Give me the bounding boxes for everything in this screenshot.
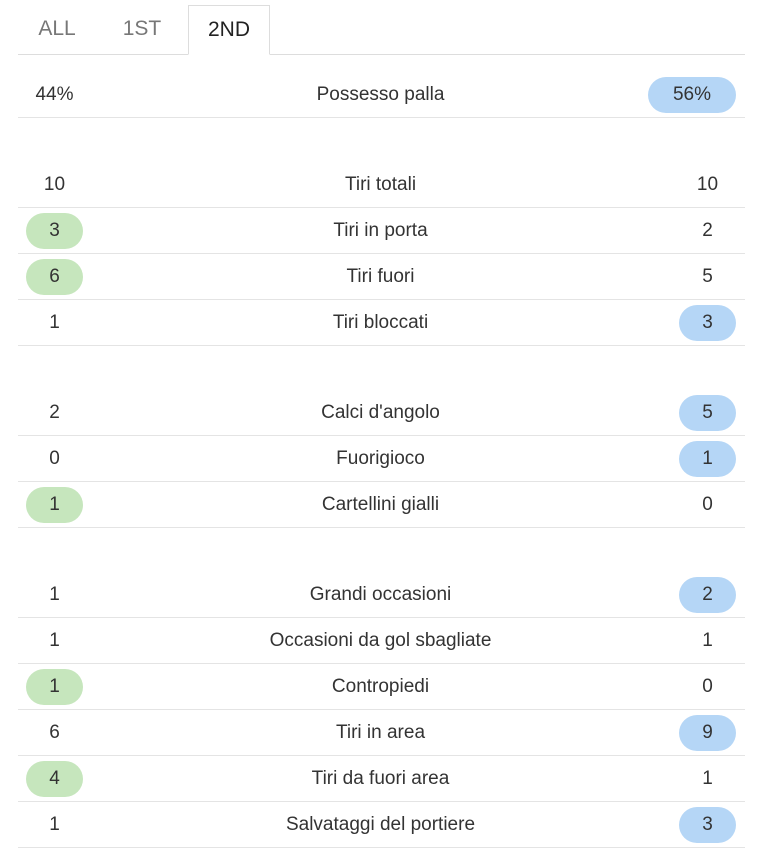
stat-row: 10 Tiri totali 10 [18,162,745,208]
stat-row: 1 Tiri bloccati 3 [18,300,745,346]
stat-label: Fuorigioco [336,448,425,469]
stat-row: 0 Fuorigioco 1 [18,436,745,482]
stat-label: Calci d'angolo [321,402,440,423]
away-value: 3 [679,807,736,843]
away-value: 1 [679,441,736,477]
away-value: 3 [679,305,736,341]
away-value: 0 [702,494,713,515]
home-value: 44% [35,84,74,105]
away-value: 0 [702,676,713,697]
stat-row: 6 Tiri in area 9 [18,710,745,756]
stat-label: Tiri in porta [333,220,428,241]
home-value: 4 [26,761,83,797]
home-value: 1 [26,669,83,705]
away-value: 1 [702,768,713,789]
stat-row: 1 Contropiedi 0 [18,664,745,710]
stat-row: 6 Tiri fuori 5 [18,254,745,300]
tab[interactable]: 1ST [122,17,162,40]
home-value: 1 [26,487,83,523]
home-value: 10 [43,174,66,195]
home-value: 2 [49,402,60,423]
stat-label: Occasioni da gol sbagliate [269,630,492,651]
home-value: 1 [49,814,60,835]
home-value: 3 [26,213,83,249]
stat-label: Salvataggi del portiere [285,814,476,835]
stat-label: Tiri bloccati [332,312,429,333]
stat-label: Tiri da fuori area [311,768,450,789]
away-value: 2 [679,577,736,613]
stat-label: Possesso palla [316,84,445,105]
stat-label: Tiri in area [335,722,426,743]
stat-label: Cartellini gialli [321,494,440,515]
home-value: 1 [49,312,60,333]
away-value: 5 [679,395,736,431]
stat-label: Contropiedi [331,676,430,697]
away-value: 9 [679,715,736,751]
home-value: 6 [26,259,83,295]
tab[interactable]: 2ND [188,5,270,55]
tab-divider [18,54,745,55]
stat-row: 1 Salvataggi del portiere 3 [18,802,745,848]
stat-label: Tiri totali [344,174,417,195]
away-value: 5 [702,266,713,287]
home-value: 1 [49,630,60,651]
home-value: 0 [49,448,60,469]
away-value: 56% [648,77,736,113]
away-value: 10 [696,174,719,195]
tab[interactable]: ALL [38,17,76,40]
away-value: 2 [702,220,713,241]
stat-row: 1 Occasioni da gol sbagliate 1 [18,618,745,664]
home-value: 1 [49,584,60,605]
stat-label: Grandi occasioni [309,584,452,605]
home-value: 6 [49,722,60,743]
stat-row: 44% Possesso palla 56% [18,72,745,118]
stat-row: 1 Grandi occasioni 2 [18,572,745,618]
stat-row: 2 Calci d'angolo 5 [18,390,745,436]
stat-row: 1 Cartellini gialli 0 [18,482,745,528]
stat-row: 4 Tiri da fuori area 1 [18,756,745,802]
stat-row: 3 Tiri in porta 2 [18,208,745,254]
stat-label: Tiri fuori [346,266,415,287]
away-value: 1 [702,630,713,651]
